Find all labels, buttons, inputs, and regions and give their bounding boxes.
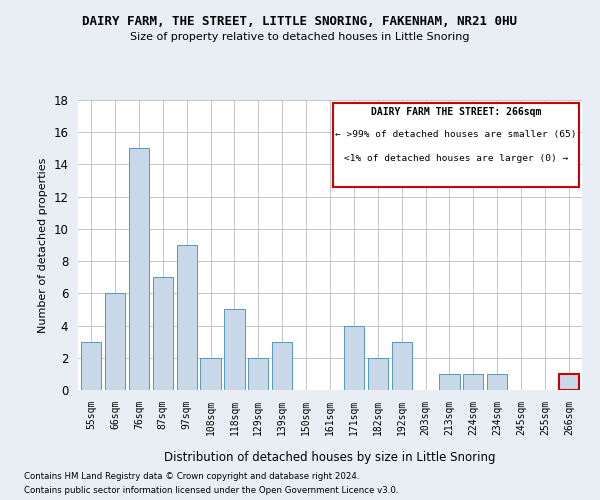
Bar xyxy=(559,374,579,390)
Bar xyxy=(344,326,364,390)
Bar xyxy=(81,342,101,390)
Text: DAIRY FARM, THE STREET, LITTLE SNORING, FAKENHAM, NR21 0HU: DAIRY FARM, THE STREET, LITTLE SNORING, … xyxy=(83,15,517,28)
Bar xyxy=(392,342,412,390)
Bar xyxy=(487,374,508,390)
Text: Size of property relative to detached houses in Little Snoring: Size of property relative to detached ho… xyxy=(130,32,470,42)
Bar xyxy=(368,358,388,390)
Text: ← >99% of detached houses are smaller (65): ← >99% of detached houses are smaller (6… xyxy=(335,130,577,140)
Text: Contains public sector information licensed under the Open Government Licence v3: Contains public sector information licen… xyxy=(24,486,398,495)
Y-axis label: Number of detached properties: Number of detached properties xyxy=(38,158,48,332)
Bar xyxy=(129,148,149,390)
Bar xyxy=(463,374,484,390)
Bar xyxy=(272,342,292,390)
Text: <1% of detached houses are larger (0) →: <1% of detached houses are larger (0) → xyxy=(344,154,568,162)
Text: Contains HM Land Registry data © Crown copyright and database right 2024.: Contains HM Land Registry data © Crown c… xyxy=(24,472,359,481)
Bar xyxy=(105,294,125,390)
Bar xyxy=(224,310,245,390)
Text: DAIRY FARM THE STREET: 266sqm: DAIRY FARM THE STREET: 266sqm xyxy=(371,108,541,118)
Text: Distribution of detached houses by size in Little Snoring: Distribution of detached houses by size … xyxy=(164,451,496,464)
Bar xyxy=(200,358,221,390)
Bar xyxy=(176,245,197,390)
FancyBboxPatch shape xyxy=(332,103,580,187)
Bar xyxy=(152,277,173,390)
Bar xyxy=(439,374,460,390)
Bar xyxy=(248,358,268,390)
